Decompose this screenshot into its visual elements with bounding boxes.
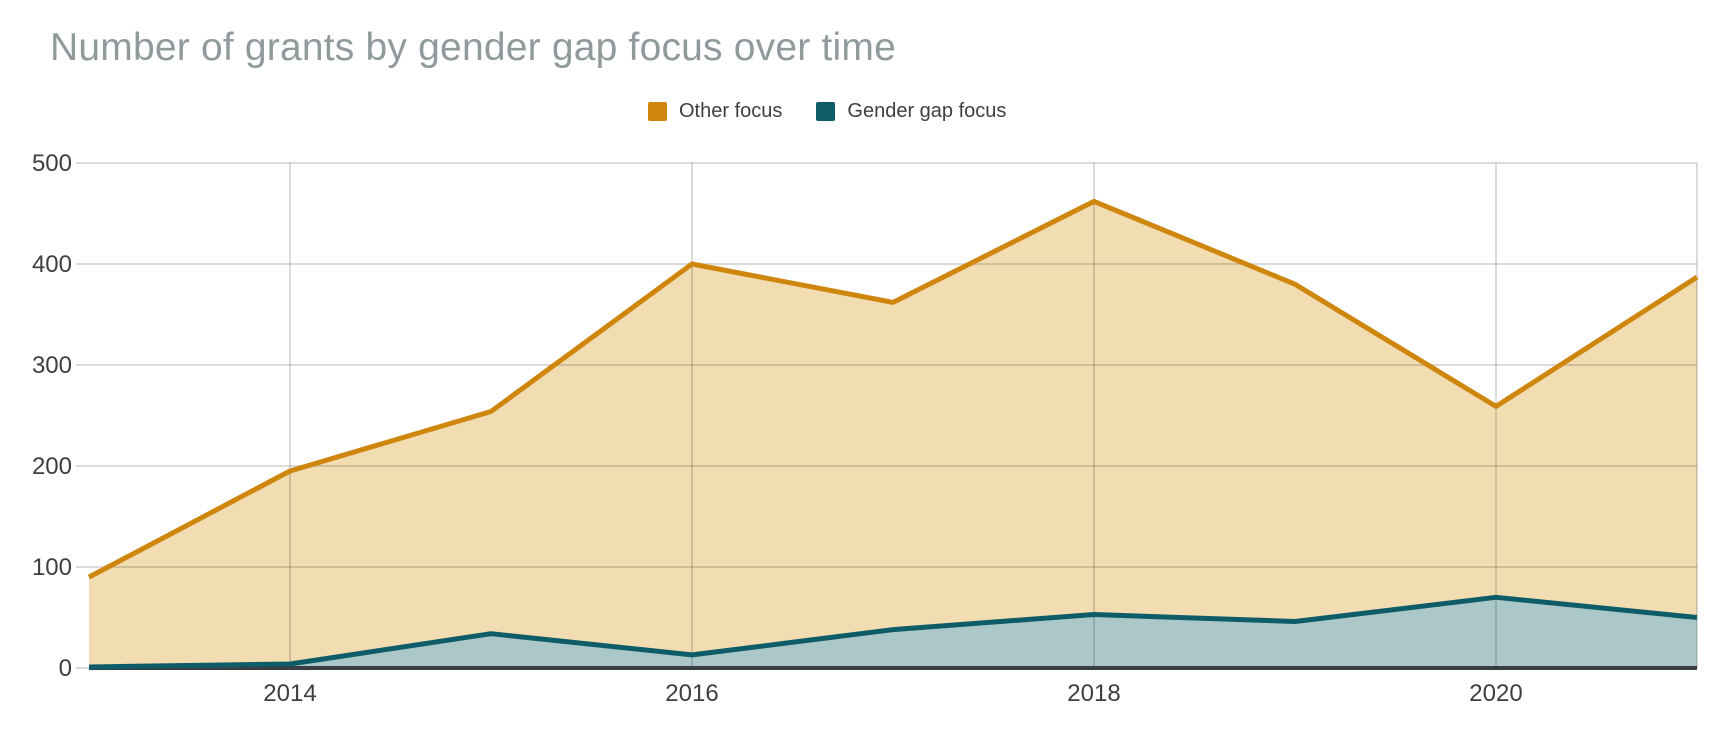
legend-item-other-focus: Other focus xyxy=(648,100,782,123)
legend-label-other-focus: Other focus xyxy=(679,100,783,122)
chart-legend: Other focus Gender gap focus xyxy=(648,100,1006,123)
series-fill-gender-gap-focus xyxy=(89,597,1697,668)
chart-title: Number of grants by gender gap focus ove… xyxy=(50,26,896,69)
gender-gap-swatch-icon xyxy=(816,102,836,121)
x-axis-tick-label: 2014 xyxy=(263,680,316,707)
y-axis-tick-label: 100 xyxy=(32,554,72,581)
series-line-other-focus xyxy=(87,198,1699,580)
legend-item-gender-gap-focus: Gender gap focus xyxy=(816,100,1006,123)
x-axis-tick-label: 2020 xyxy=(1469,680,1522,707)
legend-label-gender-gap-focus: Gender gap focus xyxy=(847,100,1007,122)
other-focus-swatch-icon xyxy=(648,102,667,121)
y-axis-tick-label: 400 xyxy=(32,251,72,278)
series-line-gender-gap-focus xyxy=(88,594,1698,670)
series-fill-other-focus xyxy=(89,201,1697,668)
y-axis-tick-label: 500 xyxy=(32,150,72,177)
y-axis-tick-label: 200 xyxy=(32,453,72,480)
y-axis-tick-label: 300 xyxy=(32,352,72,379)
x-axis-tick-label: 2018 xyxy=(1067,680,1120,707)
y-axis-tick-label: 0 xyxy=(59,655,72,682)
x-axis-tick-label: 2016 xyxy=(665,680,718,707)
